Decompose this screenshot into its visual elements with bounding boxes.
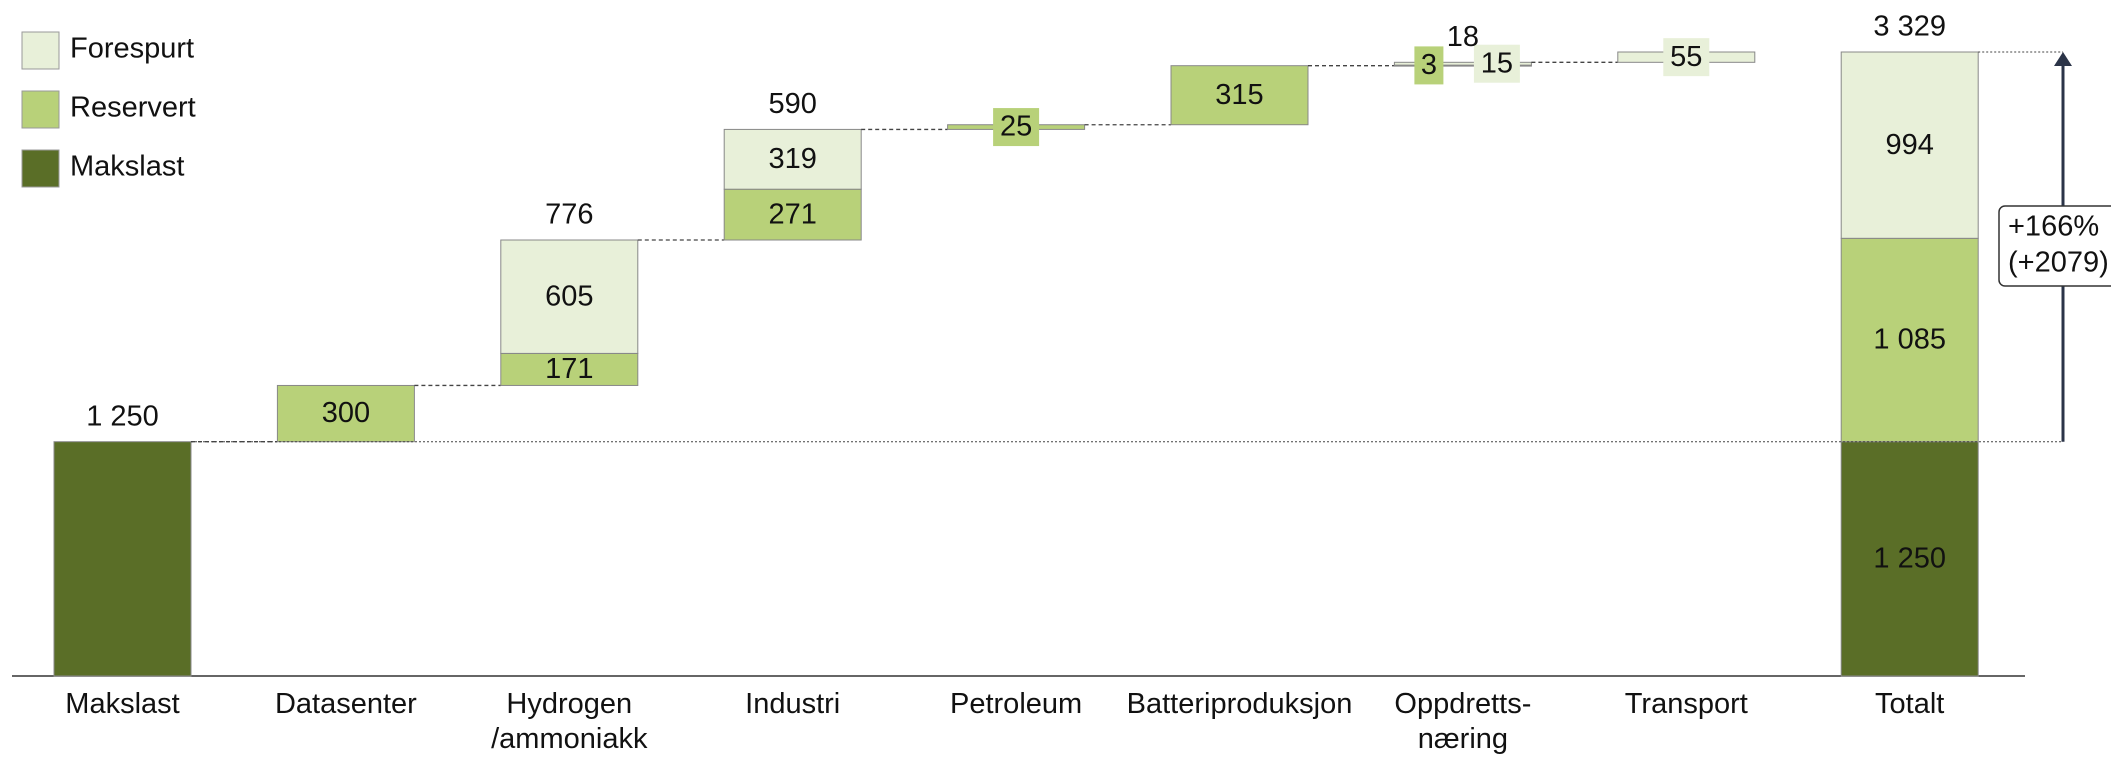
total-label: 3 329 <box>1873 11 1946 43</box>
legend-label: Forespurt <box>70 33 194 65</box>
bar-segment <box>276 384 415 443</box>
value-label: 15 <box>1481 47 1513 79</box>
x-tick-label: Makslast <box>65 688 179 720</box>
x-tick-label: Datasenter <box>275 688 417 720</box>
total-label: 776 <box>545 199 593 231</box>
x-tick-label: Oppdretts-næring <box>1394 688 1531 755</box>
legend-swatch <box>21 90 60 129</box>
bar-segment <box>1170 65 1309 126</box>
total-label: 18 <box>1447 21 1479 53</box>
value-label: 271 <box>769 198 817 230</box>
x-tick-label: Batteriproduksjon <box>1127 688 1353 720</box>
value-label: 319 <box>769 143 817 175</box>
value-label: 315 <box>1215 79 1263 111</box>
value-label: 1 085 <box>1873 324 1946 356</box>
legend-swatch <box>21 149 60 188</box>
bar-segment <box>1840 237 1979 443</box>
bar-segment <box>1840 51 1979 239</box>
bar-segment <box>1393 61 1532 66</box>
label-box <box>1473 44 1520 83</box>
value-label: 3 <box>1421 49 1437 81</box>
value-label: 171 <box>545 353 593 385</box>
annotation-box <box>1998 205 2111 287</box>
annotation: (+2079) <box>2008 247 2109 279</box>
value-label: 605 <box>545 280 593 312</box>
value-label: 994 <box>1886 129 1934 161</box>
total-label: 590 <box>769 88 817 120</box>
bar-segment <box>723 188 862 241</box>
value-label: 25 <box>1000 111 1032 143</box>
arrow-head <box>2054 52 2072 66</box>
bar-segment <box>723 128 862 190</box>
label-box <box>993 108 1040 147</box>
annotation: +166% <box>2008 211 2099 243</box>
bar-segment <box>53 441 192 677</box>
x-tick-label: Transport <box>1625 688 1748 720</box>
label-box <box>1663 38 1710 77</box>
x-tick-label: Petroleum <box>950 688 1082 720</box>
x-tick-label: Hydrogen/ammoniakk <box>491 688 648 755</box>
x-tick-label: Industri <box>745 688 840 720</box>
label-box <box>1414 46 1444 85</box>
total-label: 1 250 <box>86 400 159 432</box>
legend-label: Reservert <box>70 92 196 124</box>
value-label: 300 <box>322 397 370 429</box>
legend-label: Makslast <box>70 151 184 183</box>
value-label: 55 <box>1670 41 1702 73</box>
bar-segment <box>500 239 639 354</box>
legend-swatch <box>21 31 60 70</box>
value-label: 1 250 <box>1873 543 1946 575</box>
bar-segment <box>1840 441 1979 677</box>
x-tick-label: Totalt <box>1875 688 1944 720</box>
